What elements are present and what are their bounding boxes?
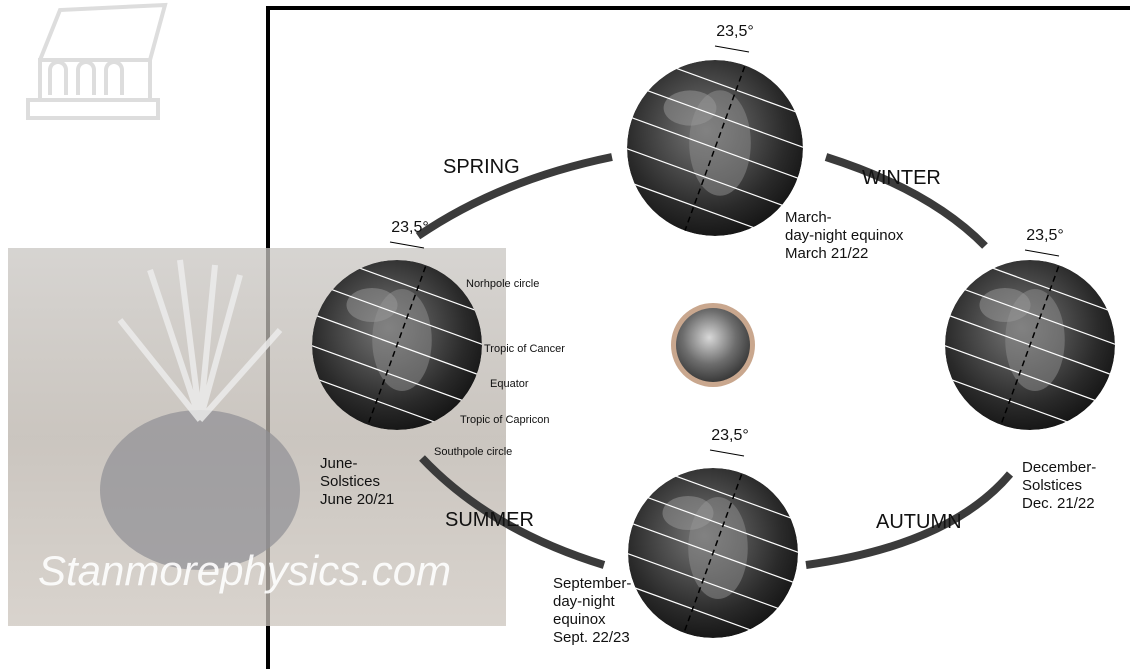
season-label: AUTUMN: [876, 511, 962, 533]
angle-bracket: [390, 242, 424, 248]
caption-line: March-: [785, 209, 832, 226]
angle-label: 23,5°: [711, 427, 749, 444]
latitude-label: Equator: [490, 378, 529, 390]
watermark-text: Stanmorephysics.com: [38, 547, 451, 594]
caption-line: June-: [320, 455, 358, 472]
globe: [894, 219, 1130, 470]
caption-line: September-: [553, 575, 631, 592]
season-label: SPRING: [443, 156, 520, 178]
latitude-label: Norhpole circle: [466, 278, 539, 290]
angle-label: 23,5°: [716, 23, 754, 40]
angle-bracket: [710, 450, 744, 456]
caption-line: equinox: [553, 611, 606, 628]
angle-bracket: [715, 46, 749, 52]
caption-line: day-night: [553, 593, 616, 610]
caption-line: June 20/21: [320, 491, 394, 508]
caption-line: December-: [1022, 459, 1096, 476]
caption-line: Solstices: [320, 473, 380, 490]
angle-label: 23,5°: [391, 219, 429, 236]
continent: [664, 90, 717, 125]
caption-line: Solstices: [1022, 477, 1082, 494]
caption-line: day-night equinox: [785, 227, 904, 244]
logo: [28, 5, 165, 118]
continent: [663, 496, 714, 530]
caption-line: March 21/22: [785, 245, 868, 262]
latitude-label: Tropic of Capricon: [460, 414, 549, 426]
diagram: 23,5°March-day-night equinoxMarch 21/222…: [0, 0, 1130, 669]
season-label: WINTER: [862, 167, 941, 189]
continent: [980, 288, 1031, 322]
latitude-label: Southpole circle: [434, 446, 512, 458]
season-label: SUMMER: [445, 509, 534, 531]
angle-bracket: [1025, 250, 1059, 256]
continent: [347, 288, 398, 322]
caption-line: Dec. 21/22: [1022, 495, 1095, 512]
sun: [676, 308, 750, 382]
latitude-label: Tropic of Cancer: [484, 343, 565, 355]
caption-line: Sept. 22/23: [553, 629, 630, 646]
angle-label: 23,5°: [1026, 227, 1064, 244]
